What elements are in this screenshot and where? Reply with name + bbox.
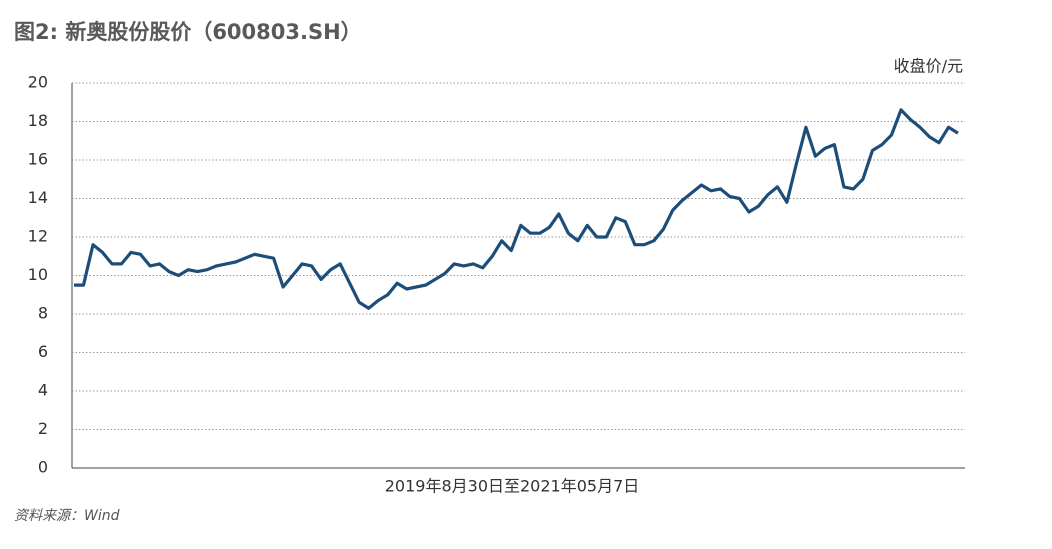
- y-tick-label: 8: [38, 304, 48, 323]
- y-tick-label: 0: [38, 458, 48, 477]
- y-tick-label: 20: [28, 73, 48, 92]
- y-tick-label: 2: [38, 419, 48, 438]
- y-tick-label: 12: [28, 227, 48, 246]
- y-tick-label: 6: [38, 342, 48, 361]
- x-axis-label: 2019年8月30日至2021年05月7日: [385, 477, 640, 496]
- source-note: 资料来源：Wind: [14, 508, 120, 524]
- y-tick-label: 14: [28, 188, 48, 207]
- chart-title: 图2: 新奥股份股价（600803.SH）: [14, 20, 362, 44]
- y-tick-label: 18: [28, 111, 48, 130]
- y-tick-label: 10: [28, 265, 48, 284]
- y-axis-label: 收盘价/元: [894, 57, 963, 76]
- y-tick-label: 4: [38, 381, 48, 400]
- y-tick-label: 16: [28, 150, 48, 169]
- price-line: [74, 108, 959, 310]
